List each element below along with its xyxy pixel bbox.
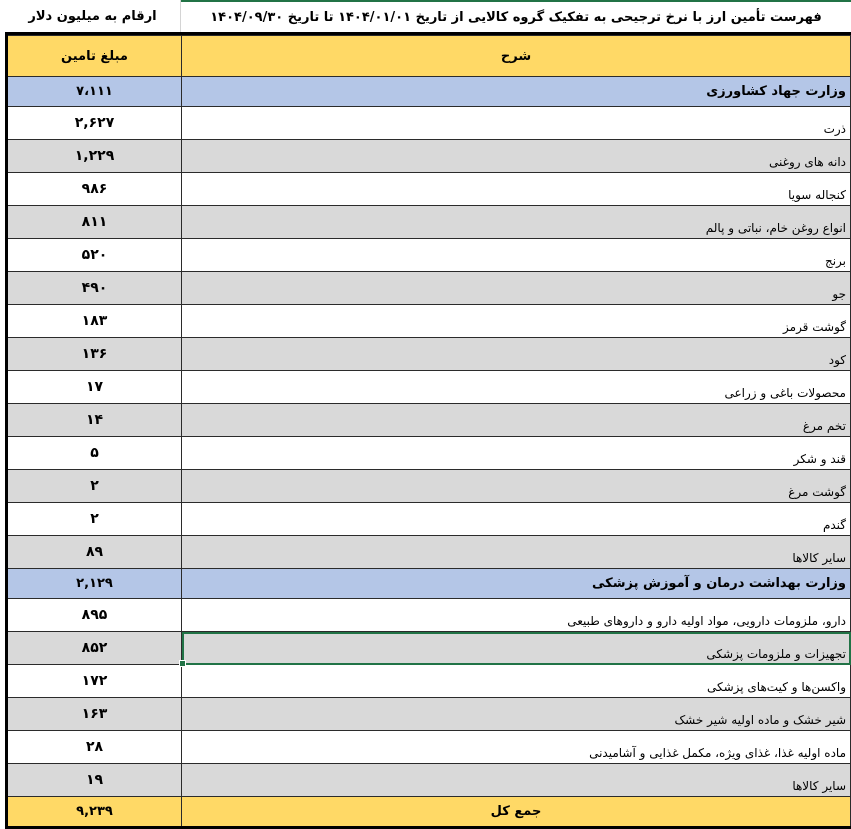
item-row: ۲,۶۲۷ ذرت — [6, 106, 851, 140]
description-cell[interactable]: ذرت — [181, 106, 851, 140]
amount-cell[interactable]: ۵۲۰ — [6, 238, 182, 272]
item-row: ۲ گوشت مرغ — [6, 469, 851, 503]
fill-handle[interactable] — [179, 660, 186, 667]
amount-cell[interactable]: ۱۹ — [6, 763, 182, 797]
description-cell[interactable]: سایر کالاها — [181, 535, 851, 569]
item-row: ۵۲۰ برنج — [6, 238, 851, 272]
header-row: مبلغ تامین شرح — [6, 35, 851, 77]
description-cell[interactable]: سایر کالاها — [181, 763, 851, 797]
description-cell[interactable]: کنجاله سویا — [181, 172, 851, 206]
description-cell[interactable]: قند و شکر — [181, 436, 851, 470]
amount-cell[interactable]: ۲ — [6, 502, 182, 536]
amount-cell[interactable]: ۱۶۳ — [6, 697, 182, 731]
amount-cell[interactable]: ۹۸۶ — [6, 172, 182, 206]
description-cell[interactable]: محصولات باغی و زراعی — [181, 370, 851, 404]
item-row: ۱۸۳ گوشت قرمز — [6, 304, 851, 338]
description-cell[interactable]: گندم — [181, 502, 851, 536]
item-row: ۱۴ تخم مرغ — [6, 403, 851, 437]
description-cell[interactable]: تجهیزات و ملزومات پزشکی — [179, 631, 851, 667]
item-row: ۴۹۰ جو — [6, 271, 851, 305]
amount-cell[interactable]: ۸۹۵ — [6, 598, 182, 632]
group-row: ۲,۱۲۹ وزارت بهداشت درمان و آموزش پزشکی — [6, 568, 851, 599]
amount-cell[interactable]: ۱,۲۲۹ — [6, 139, 182, 173]
amount-cell[interactable]: ۱۳۶ — [6, 337, 182, 371]
currency-allocation-table: مبلغ تامین شرح ۷،۱۱۱ وزارت جهاد کشاورزی ۲,… — [5, 35, 851, 829]
item-row: ۲۸ ماده اولیه غذا، غذای ویژه، مکمل غذایی … — [6, 730, 851, 764]
item-row: ۲ گندم — [6, 502, 851, 536]
amount-cell[interactable]: ۲,۶۲۷ — [6, 106, 182, 140]
description-cell[interactable]: وزارت بهداشت درمان و آموزش پزشکی — [181, 568, 851, 599]
sheet-title: فهرست تأمین ارز با نرخ ترجیحی به تفکیک گ… — [181, 0, 851, 32]
amount-cell[interactable]: ۷،۱۱۱ — [6, 76, 182, 107]
description-cell[interactable]: گوشت مرغ — [181, 469, 851, 503]
group-row: ۷،۱۱۱ وزارت جهاد کشاورزی — [6, 76, 851, 107]
amount-cell[interactable]: ۹,۲۳۹ — [6, 796, 182, 829]
item-row: ۸۵۲ تجهیزات و ملزومات پزشکی — [6, 631, 851, 667]
description-cell[interactable]: واکسن‌ها و کیت‌های پزشکی — [181, 664, 851, 698]
item-row: ۸۹ سایر کالاها — [6, 535, 851, 569]
amount-cell[interactable]: ۸۵۲ — [6, 631, 182, 665]
description-cell[interactable]: دانه های روغنی — [181, 139, 851, 173]
description-cell[interactable]: شیر خشک و ماده اولیه شیر خشک — [181, 697, 851, 731]
description-cell[interactable]: کود — [181, 337, 851, 371]
description-cell[interactable]: ماده اولیه غذا، غذای ویژه، مکمل غذایی و … — [181, 730, 851, 764]
item-row: ۵ قند و شکر — [6, 436, 851, 470]
description-cell[interactable]: برنج — [181, 238, 851, 272]
amount-cell[interactable]: ۸۱۱ — [6, 205, 182, 239]
amount-cell[interactable]: ۵ — [6, 436, 182, 470]
description-cell[interactable]: تخم مرغ — [181, 403, 851, 437]
amount-cell[interactable]: ۱۴ — [6, 403, 182, 437]
amount-cell[interactable]: ۱۷۲ — [6, 664, 182, 698]
item-row: ۱۳۶ کود — [6, 337, 851, 371]
grand-total-row: ۹,۲۳۹ جمع کل — [6, 796, 851, 829]
header-amount[interactable]: مبلغ تامین — [6, 35, 182, 77]
item-row: ۱۹ سایر کالاها — [6, 763, 851, 797]
item-row: ۱۶۳ شیر خشک و ماده اولیه شیر خشک — [6, 697, 851, 731]
amount-cell[interactable]: ۲,۱۲۹ — [6, 568, 182, 599]
item-row: ۱,۲۲۹ دانه های روغنی — [6, 139, 851, 173]
amount-cell[interactable]: ۸۹ — [6, 535, 182, 569]
description-cell[interactable]: گوشت قرمز — [181, 304, 851, 338]
item-row: ۸۱۱ انواع روغن خام، نباتی و پالم — [6, 205, 851, 239]
title-row: ارقام به میلیون دلار فهرست تأمین ارز با … — [5, 0, 851, 35]
amount-cell[interactable]: ۴۹۰ — [6, 271, 182, 305]
item-row: ۱۷۲ واکسن‌ها و کیت‌های پزشکی — [6, 664, 851, 698]
amount-cell[interactable]: ۱۷ — [6, 370, 182, 404]
description-cell[interactable]: وزارت جهاد کشاورزی — [181, 76, 851, 107]
item-row: ۹۸۶ کنجاله سویا — [6, 172, 851, 206]
unit-note: ارقام به میلیون دلار — [5, 0, 181, 32]
amount-cell[interactable]: ۲۸ — [6, 730, 182, 764]
header-description[interactable]: شرح — [181, 35, 851, 77]
item-row: ۱۷ محصولات باغی و زراعی — [6, 370, 851, 404]
description-cell[interactable]: جمع کل — [181, 796, 851, 829]
description-cell[interactable]: دارو، ملزومات دارویی، مواد اولیه دارو و … — [181, 598, 851, 632]
amount-cell[interactable]: ۲ — [6, 469, 182, 503]
description-cell[interactable]: جو — [181, 271, 851, 305]
item-row: ۸۹۵ دارو، ملزومات دارویی، مواد اولیه دارو… — [6, 598, 851, 632]
description-cell[interactable]: انواع روغن خام، نباتی و پالم — [181, 205, 851, 239]
amount-cell[interactable]: ۱۸۳ — [6, 304, 182, 338]
